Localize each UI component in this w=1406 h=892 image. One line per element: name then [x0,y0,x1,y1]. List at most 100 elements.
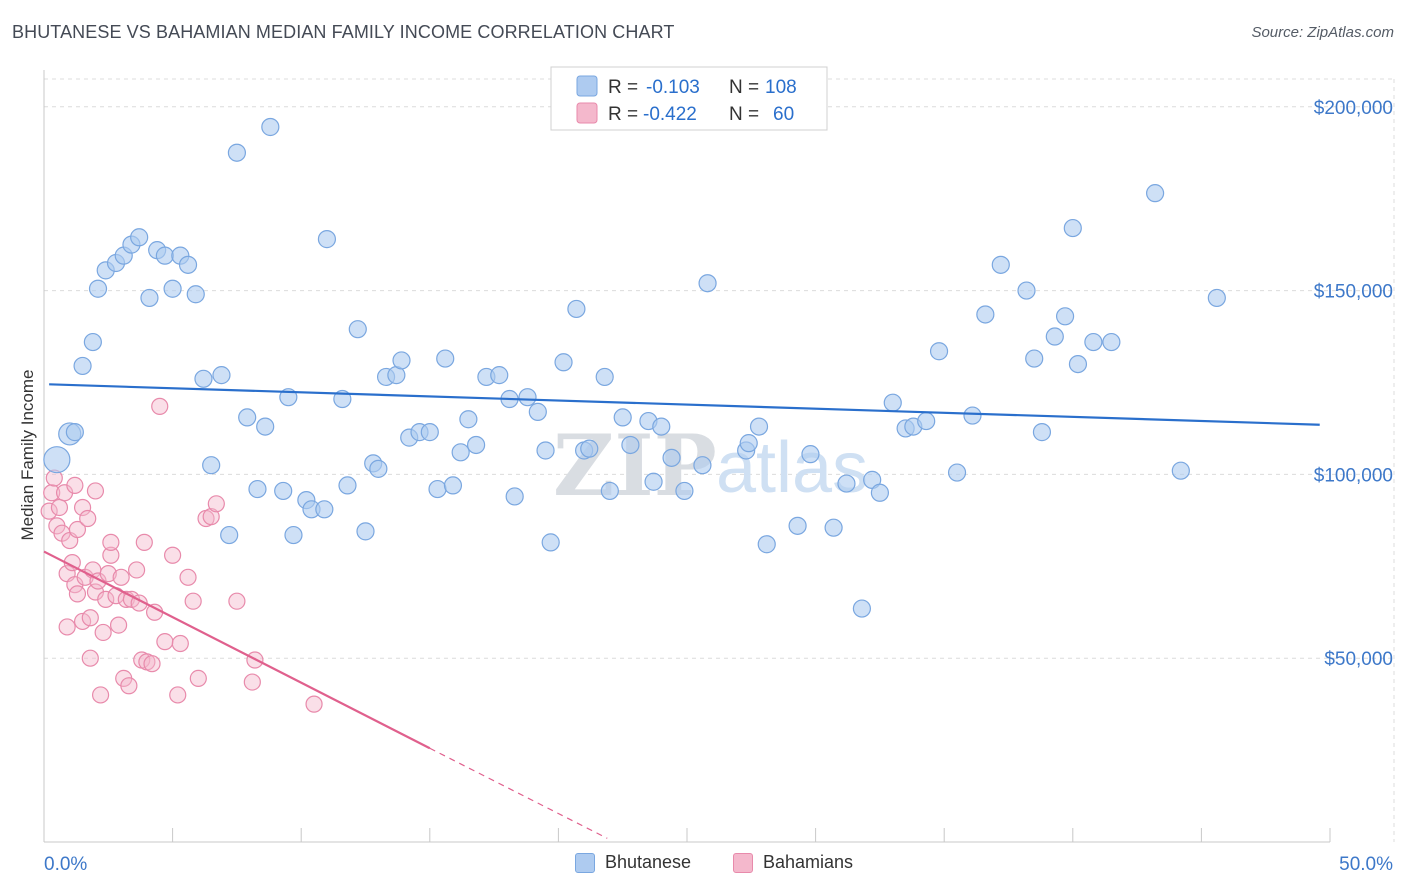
bhutanese-point [140,288,159,308]
bhutanese-point [698,274,717,293]
bhutanese-point [1063,218,1082,238]
bhutanese-point [443,476,463,495]
bhutanese-point [65,423,84,442]
bhutanese-point [613,408,632,427]
bhutanese-trend-line [49,383,1320,426]
bahamians-point [151,397,169,415]
bhutanese-point [73,356,92,376]
bhutanese-point [1207,288,1226,308]
bahamians-point [94,623,112,642]
bhutanese-point [130,228,149,247]
bahamians-point [169,686,187,704]
bhutanese-point [1017,281,1036,300]
bhutanese-point [1084,332,1103,352]
bahamians-point [68,585,87,603]
bhutanese-point [490,366,509,385]
bahamians-point [58,618,76,636]
bahamians-point [164,546,182,564]
bhutanese-point [1102,332,1121,352]
bhutanese-point [466,435,486,455]
bhutanese-point [757,535,776,554]
bahamians-point [127,561,146,579]
bhutanese-point [662,448,681,467]
bhutanese-point [963,406,982,425]
bhutanese-point [580,439,599,458]
watermark-atlas: atlas [716,428,868,508]
bhutanese-point [917,411,936,431]
bhutanese-point [274,481,293,501]
trend-lines [43,383,1320,839]
bhutanese-point [420,423,439,442]
bahamians-point [184,592,202,610]
bahamians-point [112,568,130,586]
bhutanese-point [194,369,213,388]
bhutanese-point [178,255,198,274]
bhutanese-point [518,388,537,407]
legend-n-value-2: 60 [773,104,794,125]
bahamians-trend-extension [429,747,608,839]
bhutanese-point [947,463,967,482]
bahamians-point [179,568,197,586]
bhutanese-points [43,117,1226,618]
legend-item-bahamians: Bahamians [733,852,853,873]
bahamians-point [66,476,84,495]
bhutanese-point [220,525,239,545]
x-tick-label-max: 50.0% [1339,854,1393,875]
bhutanese-point [459,410,478,429]
bhutanese-point [238,408,257,427]
bhutanese-point [554,353,573,372]
bhutanese-point [824,518,843,537]
bhutanese-point [212,366,231,385]
bahamians-point [97,590,115,608]
chart-title: BHUTANESE VS BAHAMIAN MEDIAN FAMILY INCO… [12,22,675,42]
bhutanese-point [652,417,671,436]
bhutanese-point [739,434,758,453]
legend-r-label-1: R = [608,77,638,98]
bhutanese-point [837,474,856,493]
legend-n-label-1: N = [729,77,759,98]
bhutanese-point [541,533,560,552]
bhutanese-point [852,599,871,618]
bhutanese-point [1045,327,1064,346]
bhutanese-point [883,393,902,412]
series-legend: Bhutanese Bahamians [0,852,1406,878]
bhutanese-point [505,487,524,506]
bahamians-points [40,397,323,713]
correlation-legend: R = -0.103 N = 108 R = -0.422 N = 60 [550,66,828,131]
bhutanese-point [202,456,221,475]
bhutanese-point [227,143,246,162]
bhutanese-point [1171,461,1190,480]
bahamians-point [79,509,97,528]
bhutanese-point [186,285,205,304]
bahamians-point [86,482,105,500]
y-tick-label: $100,000 [1314,465,1393,486]
bahamians-point [99,565,117,583]
legend-label-bahamians: Bahamians [763,852,854,872]
bhutanese-point [976,305,995,324]
bhutanese-point [261,117,280,137]
bhutanese-point [338,476,357,495]
bahamians-point [81,649,99,667]
bhutanese-point [567,299,586,319]
bhutanese-point [1055,307,1075,326]
bhutanese-point [369,459,388,478]
bhutanese-point [1146,184,1165,203]
bahamians-point [143,655,161,673]
bhutanese-point [621,435,640,455]
bhutanese-point [392,351,411,370]
bhutanese-point [315,500,334,519]
axes [43,70,1331,843]
bhutanese-point [451,443,470,462]
bahamians-point [243,673,261,691]
bhutanese-point [428,479,447,499]
legend-swatch-bahamians [733,852,753,873]
legend-r-value-2: -0.422 [643,104,697,125]
bhutanese-point [248,479,267,499]
bhutanese-point [284,525,303,545]
bahamians-point [109,616,128,634]
bahamians-point [145,603,164,621]
bhutanese-point [644,472,663,491]
legend-n-value-1: 108 [765,77,797,98]
bhutanese-point [356,522,375,541]
